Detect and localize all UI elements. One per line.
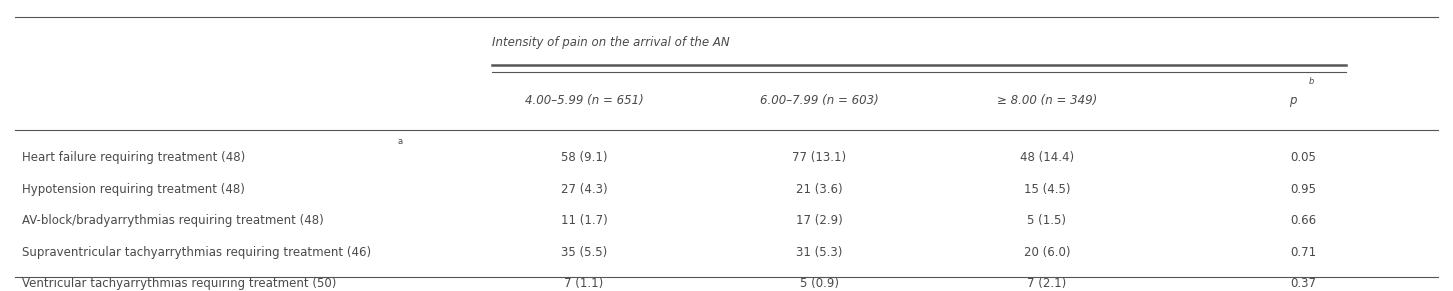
Text: b: b xyxy=(1309,77,1315,86)
Text: 6.00–7.99 (n = 603): 6.00–7.99 (n = 603) xyxy=(760,94,879,107)
Text: Ventricular tachyarrythmias requiring treatment (50): Ventricular tachyarrythmias requiring tr… xyxy=(22,277,336,290)
Text: 7 (1.1): 7 (1.1) xyxy=(564,277,604,290)
Text: 27 (4.3): 27 (4.3) xyxy=(561,183,607,196)
Text: 0.95: 0.95 xyxy=(1290,183,1316,196)
Text: 77 (13.1): 77 (13.1) xyxy=(792,151,846,164)
Text: 0.05: 0.05 xyxy=(1290,151,1316,164)
Text: a: a xyxy=(398,137,402,146)
Text: 5 (0.9): 5 (0.9) xyxy=(799,277,838,290)
Text: 11 (1.7): 11 (1.7) xyxy=(561,214,607,227)
Text: 21 (3.6): 21 (3.6) xyxy=(796,183,843,196)
Text: p: p xyxy=(1289,94,1296,107)
Text: 4.00–5.99 (n = 651): 4.00–5.99 (n = 651) xyxy=(525,94,644,107)
Text: 58 (9.1): 58 (9.1) xyxy=(561,151,607,164)
Text: 0.71: 0.71 xyxy=(1290,246,1316,259)
Text: 35 (5.5): 35 (5.5) xyxy=(561,246,607,259)
Text: Intensity of pain on the arrival of the AN: Intensity of pain on the arrival of the … xyxy=(491,36,729,49)
Text: Heart failure requiring treatment (48): Heart failure requiring treatment (48) xyxy=(22,151,246,164)
Text: AV-block/bradyarrythmias requiring treatment (48): AV-block/bradyarrythmias requiring treat… xyxy=(22,214,324,227)
Text: Supraventricular tachyarrythmias requiring treatment (46): Supraventricular tachyarrythmias requiri… xyxy=(22,246,371,259)
Text: 0.37: 0.37 xyxy=(1290,277,1316,290)
Text: Hypotension requiring treatment (48): Hypotension requiring treatment (48) xyxy=(22,183,244,196)
Text: 48 (14.4): 48 (14.4) xyxy=(1020,151,1074,164)
Text: 0.66: 0.66 xyxy=(1290,214,1316,227)
Text: 17 (2.9): 17 (2.9) xyxy=(796,214,843,227)
Text: ≥ 8.00 (n = 349): ≥ 8.00 (n = 349) xyxy=(997,94,1097,107)
Text: 31 (5.3): 31 (5.3) xyxy=(796,246,843,259)
Text: 15 (4.5): 15 (4.5) xyxy=(1023,183,1071,196)
Text: 20 (6.0): 20 (6.0) xyxy=(1023,246,1071,259)
Text: 7 (2.1): 7 (2.1) xyxy=(1027,277,1067,290)
Text: 5 (1.5): 5 (1.5) xyxy=(1027,214,1067,227)
